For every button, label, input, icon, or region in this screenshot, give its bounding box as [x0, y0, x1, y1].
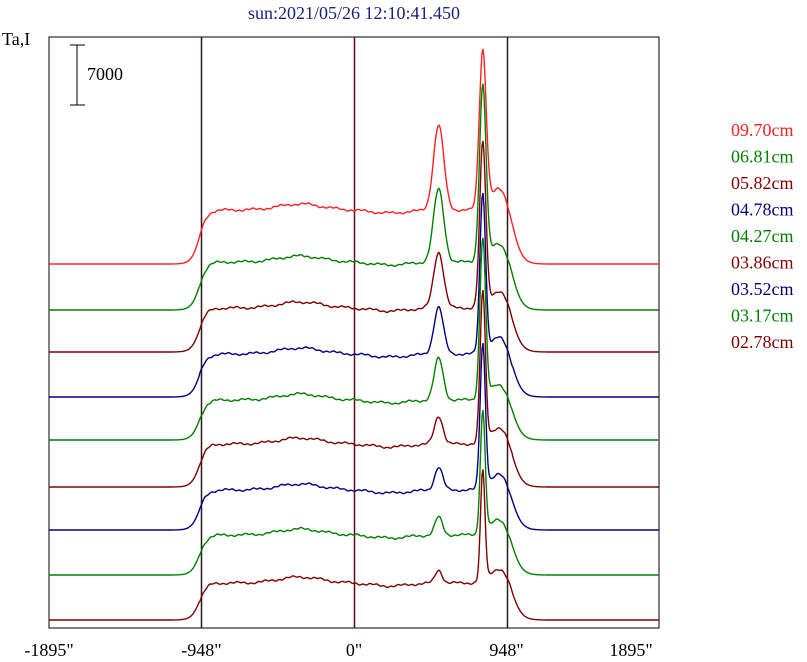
legend-entry: 03.86cm [731, 253, 794, 273]
legend-entry: 04.78cm [731, 200, 794, 220]
reference-lines [200, 37, 509, 628]
series-line [49, 140, 659, 353]
scale-bar: 7000 [70, 44, 123, 106]
legend: 09.70cm 06.81cm 05.82cm 04.78cm 04.27cm 03.86… [731, 120, 794, 352]
legend-entry: 06.81cm [731, 147, 794, 167]
y-axis-label: Ta,I [2, 29, 30, 49]
series-line [49, 469, 659, 621]
legend-entry: 02.78cm [731, 332, 794, 352]
series-line [49, 409, 659, 576]
x-tick-label: 948" [489, 640, 523, 660]
x-tick-label: -1895" [24, 640, 73, 660]
x-tick-label: 1895" [609, 640, 652, 660]
series-line [49, 237, 659, 441]
legend-entry: 03.52cm [731, 279, 794, 299]
series-line [49, 83, 659, 311]
legend-entry: 04.27cm [731, 226, 794, 246]
series-line [49, 289, 659, 488]
series-line [49, 48, 659, 265]
legend-entry: 03.17cm [731, 306, 794, 326]
x-tick-labels: -1895" -948" 0" 948" 1895" [24, 640, 652, 660]
x-tick-label: -948" [181, 640, 221, 660]
legend-entry: 05.82cm [731, 173, 794, 193]
series-line [49, 342, 659, 531]
series-line [49, 192, 659, 398]
x-tick-label: 0" [346, 640, 362, 660]
scale-bar-label: 7000 [87, 64, 123, 84]
legend-entry: 09.70cm [731, 120, 794, 140]
series-layer [49, 48, 659, 621]
chart-title: sun:2021/05/26 12:10:41.450 [248, 3, 460, 23]
